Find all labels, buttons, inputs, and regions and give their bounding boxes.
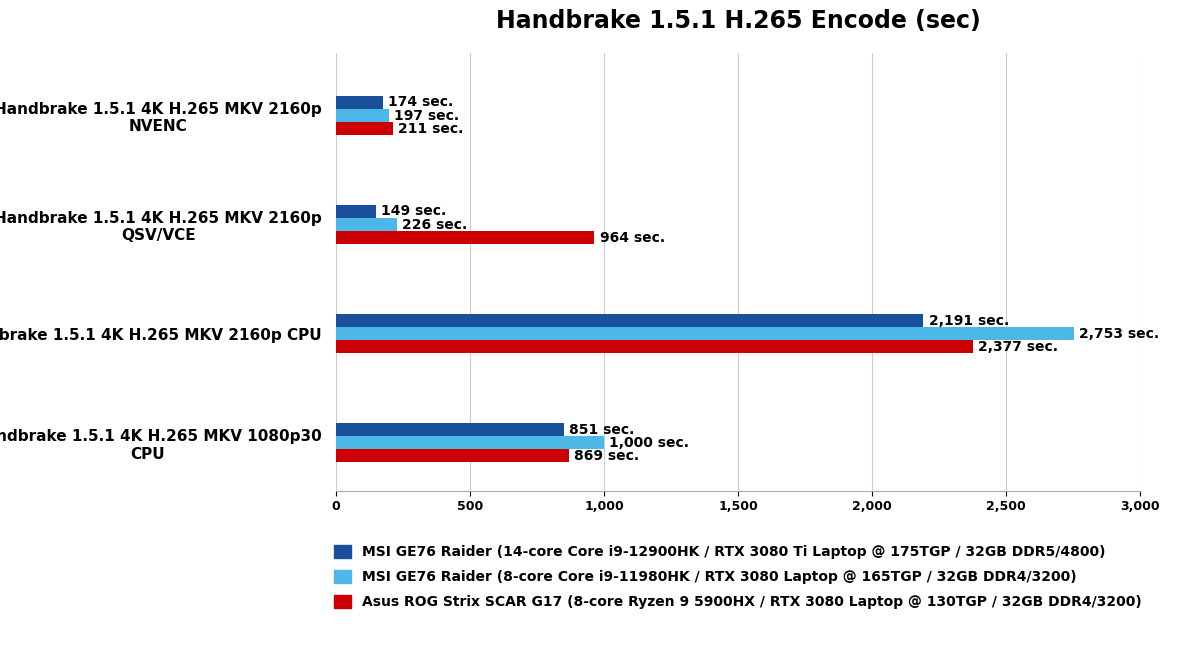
Text: 2,377 sec.: 2,377 sec. (978, 339, 1058, 353)
Text: 197 sec.: 197 sec. (394, 109, 460, 123)
Bar (336, 436, 604, 450)
Bar (336, 218, 396, 231)
Legend: MSI GE76 Raider (14-core Core i9-12900HK / RTX 3080 Ti Laptop @ 175TGP / 32GB DD: MSI GE76 Raider (14-core Core i9-12900HK… (329, 540, 1147, 615)
Bar (336, 231, 594, 244)
Bar (336, 205, 376, 218)
Text: 226 sec.: 226 sec. (402, 217, 467, 231)
Bar (336, 327, 1074, 340)
Text: 869 sec.: 869 sec. (575, 449, 640, 463)
Bar (336, 109, 389, 122)
Text: 174 sec.: 174 sec. (388, 95, 454, 109)
Text: 149 sec.: 149 sec. (382, 204, 446, 219)
Bar (336, 96, 383, 109)
Bar (336, 122, 392, 135)
Text: 964 sec.: 964 sec. (600, 231, 665, 245)
Title: Handbrake 1.5.1 H.265 Encode (sec): Handbrake 1.5.1 H.265 Encode (sec) (496, 9, 980, 33)
Bar (336, 340, 973, 353)
Text: 1,000 sec.: 1,000 sec. (610, 436, 689, 450)
Bar (336, 314, 923, 327)
Text: 2,753 sec.: 2,753 sec. (1079, 327, 1159, 341)
Bar (336, 450, 569, 462)
Text: 211 sec.: 211 sec. (398, 121, 463, 136)
Text: 2,191 sec.: 2,191 sec. (929, 314, 1009, 328)
Text: 851 sec.: 851 sec. (570, 422, 635, 436)
Bar (336, 423, 564, 436)
